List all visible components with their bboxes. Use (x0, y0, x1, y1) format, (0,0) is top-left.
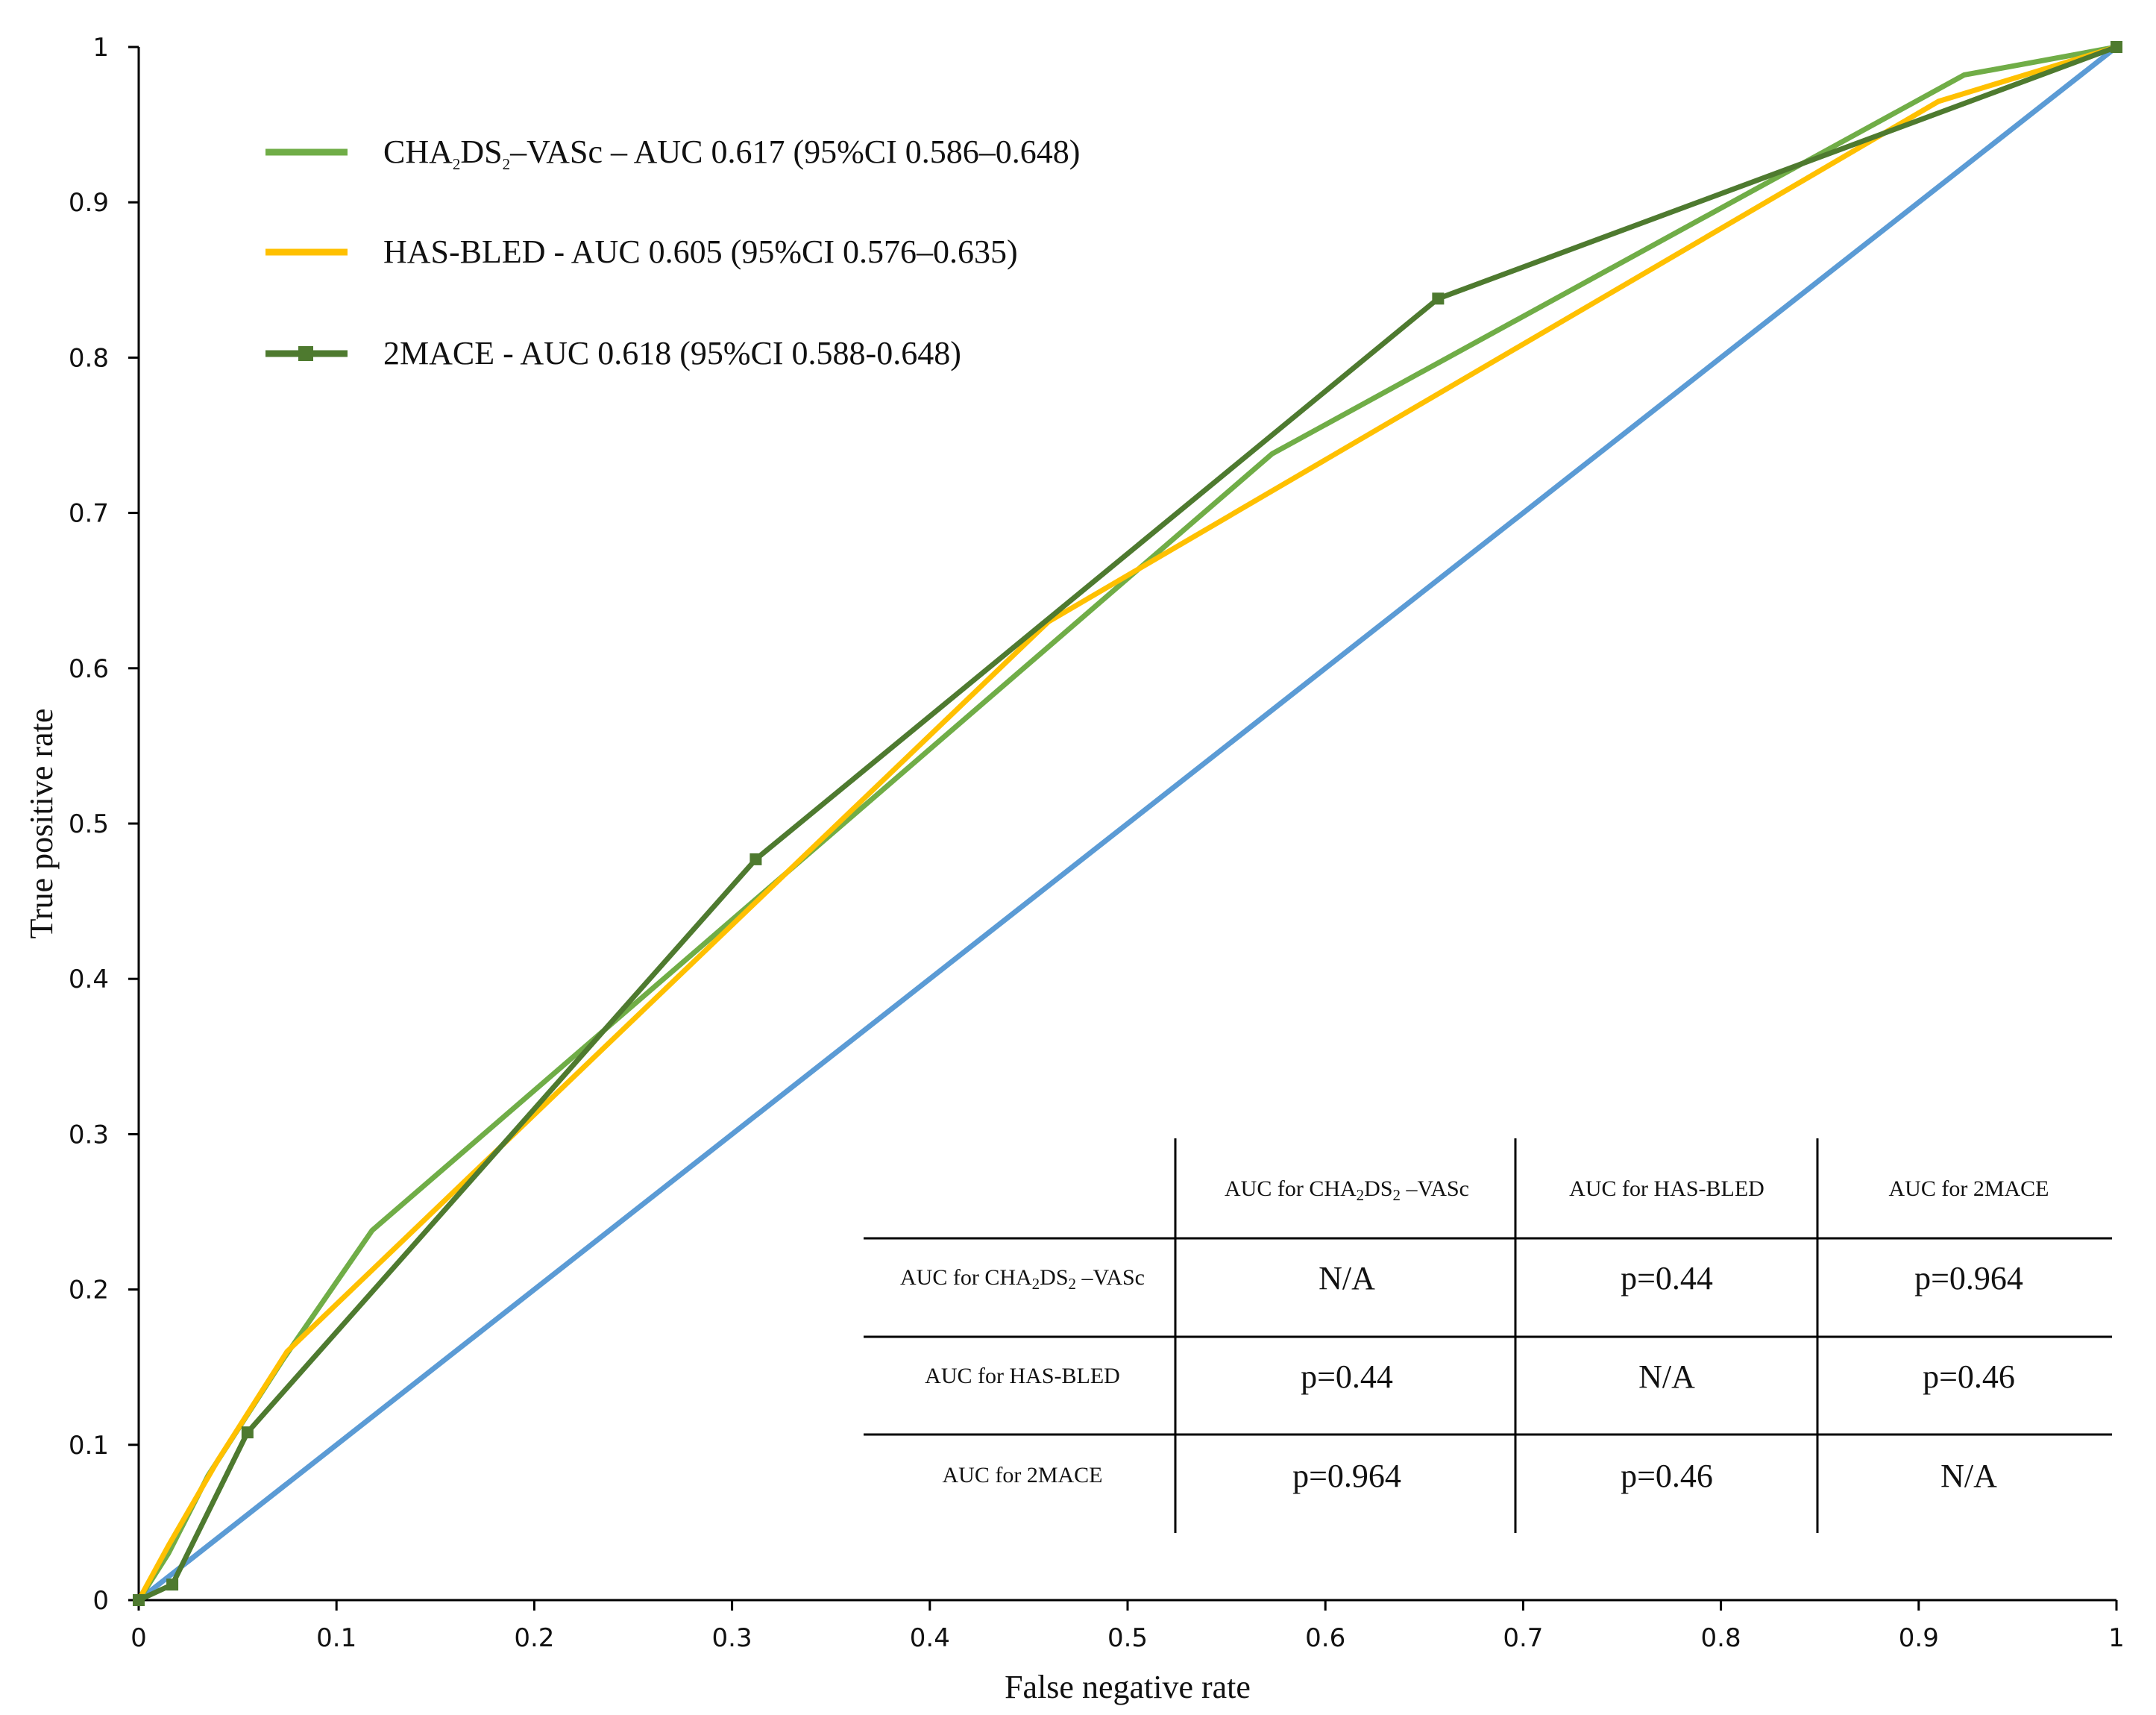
text-run: AUC for CHA (900, 1265, 1032, 1290)
data-point-marker (2111, 41, 2122, 53)
y-tick-label: 0.1 (69, 1431, 109, 1461)
text-run: –VASc (1401, 1176, 1469, 1201)
x-tick-label: 0.3 (712, 1623, 752, 1653)
text-run: DS (1364, 1176, 1392, 1201)
x-tick-label: 1 (2108, 1623, 2125, 1653)
legend: CHA2DS2–VASc – AUC 0.617 (95%CI 0.586–0.… (265, 134, 1080, 371)
subscript: 2 (1032, 1275, 1040, 1293)
subscript: 2 (453, 155, 461, 173)
text-run: DS (460, 134, 502, 170)
y-tick-label: 0.5 (69, 809, 109, 839)
x-tick-label: 0.1 (316, 1623, 356, 1653)
y-axis-title: True positive rate (23, 709, 60, 939)
y-tick-label: 0.4 (69, 965, 109, 994)
table-column-header: AUC for 2MACE (1889, 1176, 2049, 1201)
x-tick-label: 0.4 (910, 1623, 950, 1653)
legend-marker-twomace (298, 346, 313, 361)
subscript: 2 (1069, 1275, 1077, 1293)
subscript: 2 (503, 155, 511, 173)
y-tick-label: 1 (92, 33, 109, 63)
data-point-marker (166, 1578, 179, 1591)
y-tick-label: 0.9 (69, 188, 109, 218)
table-cell: p=0.44 (1301, 1358, 1393, 1395)
subscript: 2 (1393, 1186, 1401, 1204)
text-run: DS (1040, 1265, 1068, 1290)
series-line-hasbled (136, 44, 2119, 1603)
series-lines (133, 41, 2122, 1606)
text-run: AUC for HAS-BLED (1569, 1176, 1764, 1201)
table-cell: p=0.46 (1923, 1358, 2015, 1395)
y-tick-label: 0.6 (69, 654, 109, 684)
axes: 0 0.1 0.2 0.3 0.4 0.5 0.6 0.7 0.8 0.9 1 0 0.1 0.2 0.3 0… (23, 33, 2125, 1705)
y-tick-label: 0.7 (69, 499, 109, 529)
text-run: –VASc (1076, 1265, 1145, 1290)
table-cell: p=0.964 (1292, 1458, 1401, 1494)
table-column-header: AUC for HAS-BLED (1569, 1176, 1764, 1201)
table-cell: N/A (1940, 1458, 1997, 1494)
x-tick-label: 0.7 (1503, 1623, 1543, 1653)
series-line-reference (136, 44, 2119, 1603)
x-axis-title: False negative rate (1005, 1669, 1251, 1705)
table-row-header: AUC for HAS-BLED (925, 1364, 1120, 1388)
table-row-header: AUC for CHA2DS2 –VASc (900, 1265, 1145, 1293)
table-cell: N/A (1319, 1260, 1375, 1297)
x-tick-label: 0.9 (1899, 1623, 1939, 1653)
data-point-marker (133, 1594, 145, 1606)
x-tick-label: 0.5 (1107, 1623, 1148, 1653)
subscript: 2 (1357, 1186, 1365, 1204)
text-run: AUC for 2MACE (943, 1463, 1103, 1487)
table-cell: N/A (1638, 1358, 1695, 1395)
legend-label-twomace: 2MACE - AUC 0.618 (95%CI 0.588-0.648) (383, 335, 961, 371)
x-tick-label: 0 (131, 1623, 147, 1653)
legend-label-cha: CHA2DS2–VASc – AUC 0.617 (95%CI 0.586–0.… (383, 134, 1080, 173)
data-point-marker (749, 853, 762, 865)
table-cell: p=0.46 (1621, 1458, 1713, 1494)
x-tick-label: 0.6 (1305, 1623, 1345, 1653)
x-tick-label: 0.8 (1701, 1623, 1741, 1653)
table-cell: p=0.44 (1621, 1260, 1713, 1297)
table-column-header: AUC for CHA2DS2 –VASc (1225, 1176, 1469, 1204)
data-point-marker (1432, 292, 1445, 305)
table-cell: p=0.964 (1914, 1260, 2023, 1297)
text-run: AUC for 2MACE (1889, 1176, 2049, 1201)
text-run: AUC for CHA (1225, 1176, 1357, 1201)
y-tick-label: 0 (92, 1586, 109, 1616)
data-point-marker (241, 1426, 254, 1439)
y-tick-label: 0.8 (69, 343, 109, 373)
legend-label-hasbled: HAS-BLED - AUC 0.605 (95%CI 0.576–0.635) (383, 233, 1018, 270)
text-run: –VASc – AUC 0.617 (95%CI 0.586–0.648) (509, 134, 1080, 170)
x-tick-label: 0.2 (514, 1623, 554, 1653)
y-tick-label: 0.2 (69, 1276, 109, 1305)
y-tick-label: 0.3 (69, 1120, 109, 1150)
series-line-cha (136, 44, 2119, 1603)
auc-comparison-table: AUC for CHA2DS2 –VASc AUC for HAS-BLED AUC… (864, 1138, 2112, 1533)
text-run: HAS-BLED - AUC 0.605 (95%CI 0.576–0.635) (383, 233, 1018, 270)
table-row-header: AUC for 2MACE (943, 1463, 1103, 1487)
text-run: CHA (383, 134, 453, 170)
text-run: AUC for HAS-BLED (925, 1364, 1120, 1388)
text-run: 2MACE - AUC 0.618 (95%CI 0.588-0.648) (383, 335, 961, 371)
